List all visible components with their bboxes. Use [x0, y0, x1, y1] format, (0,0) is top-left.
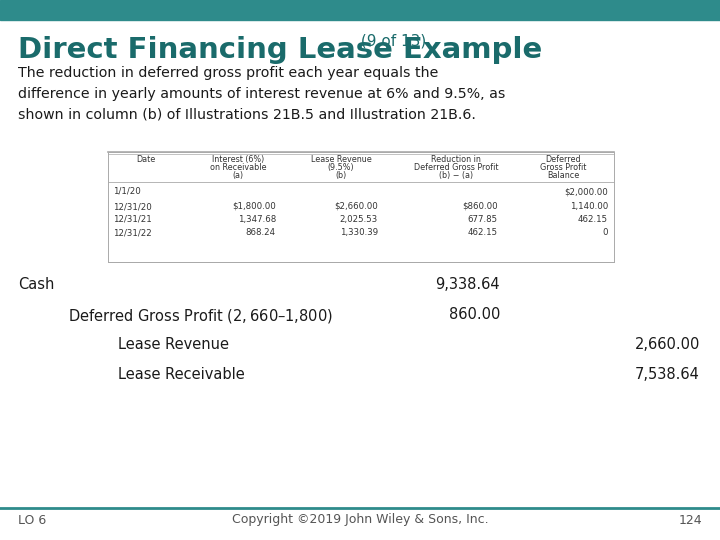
Text: LO 6: LO 6	[18, 514, 46, 526]
Text: 12/31/22: 12/31/22	[113, 228, 152, 237]
Text: Interest (6%): Interest (6%)	[212, 155, 264, 164]
Text: Copyright ©2019 John Wiley & Sons, Inc.: Copyright ©2019 John Wiley & Sons, Inc.	[232, 514, 488, 526]
Text: Gross Profit: Gross Profit	[540, 163, 586, 172]
Text: 2,660.00: 2,660.00	[634, 337, 700, 352]
Text: 12/31/21: 12/31/21	[113, 215, 152, 224]
Text: Lease Receivable: Lease Receivable	[118, 367, 245, 382]
Text: 124: 124	[678, 514, 702, 526]
Text: 0: 0	[603, 228, 608, 237]
Text: (a): (a)	[233, 171, 243, 180]
Text: 1/1/20: 1/1/20	[113, 187, 140, 196]
Text: on Receivable: on Receivable	[210, 163, 266, 172]
Text: Deferred Gross Profit: Deferred Gross Profit	[414, 163, 498, 172]
Text: (b) − (a): (b) − (a)	[439, 171, 473, 180]
Text: 677.85: 677.85	[468, 215, 498, 224]
Text: (9.5%): (9.5%)	[328, 163, 354, 172]
Text: $2,000.00: $2,000.00	[564, 187, 608, 196]
Bar	[0, 0, 720, 20]
Text: 860.00: 860.00	[449, 307, 500, 322]
Text: Deferred: Deferred	[545, 155, 581, 164]
Text: $1,800.00: $1,800.00	[233, 202, 276, 211]
Text: Reduction in: Reduction in	[431, 155, 481, 164]
Text: (b): (b)	[336, 171, 346, 180]
Text: The reduction in deferred gross profit each year equals the
difference in yearly: The reduction in deferred gross profit e…	[18, 66, 505, 121]
Text: 462.15: 462.15	[578, 215, 608, 224]
Text: $2,660.00: $2,660.00	[334, 202, 378, 211]
Text: 12/31/20: 12/31/20	[113, 202, 152, 211]
Text: Lease Revenue: Lease Revenue	[118, 337, 229, 352]
Text: (9 of 13): (9 of 13)	[356, 33, 426, 48]
Text: Balance: Balance	[547, 171, 579, 180]
Text: Direct Financing Lease Example: Direct Financing Lease Example	[18, 36, 542, 64]
Text: 1,140.00: 1,140.00	[570, 202, 608, 211]
Text: 1,330.39: 1,330.39	[340, 228, 378, 237]
Text: 9,338.64: 9,338.64	[436, 277, 500, 292]
Text: 462.15: 462.15	[468, 228, 498, 237]
Text: Deferred Gross Profit ($2,660 – $1,800): Deferred Gross Profit ($2,660 – $1,800)	[68, 307, 333, 325]
Text: 7,538.64: 7,538.64	[635, 367, 700, 382]
Text: Cash: Cash	[18, 277, 55, 292]
Text: 1,347.68: 1,347.68	[238, 215, 276, 224]
Text: 868.24: 868.24	[246, 228, 276, 237]
Text: $860.00: $860.00	[462, 202, 498, 211]
Text: Lease Revenue: Lease Revenue	[310, 155, 372, 164]
Text: 2,025.53: 2,025.53	[340, 215, 378, 224]
Bar	[108, 152, 614, 262]
Text: Date: Date	[136, 155, 156, 164]
